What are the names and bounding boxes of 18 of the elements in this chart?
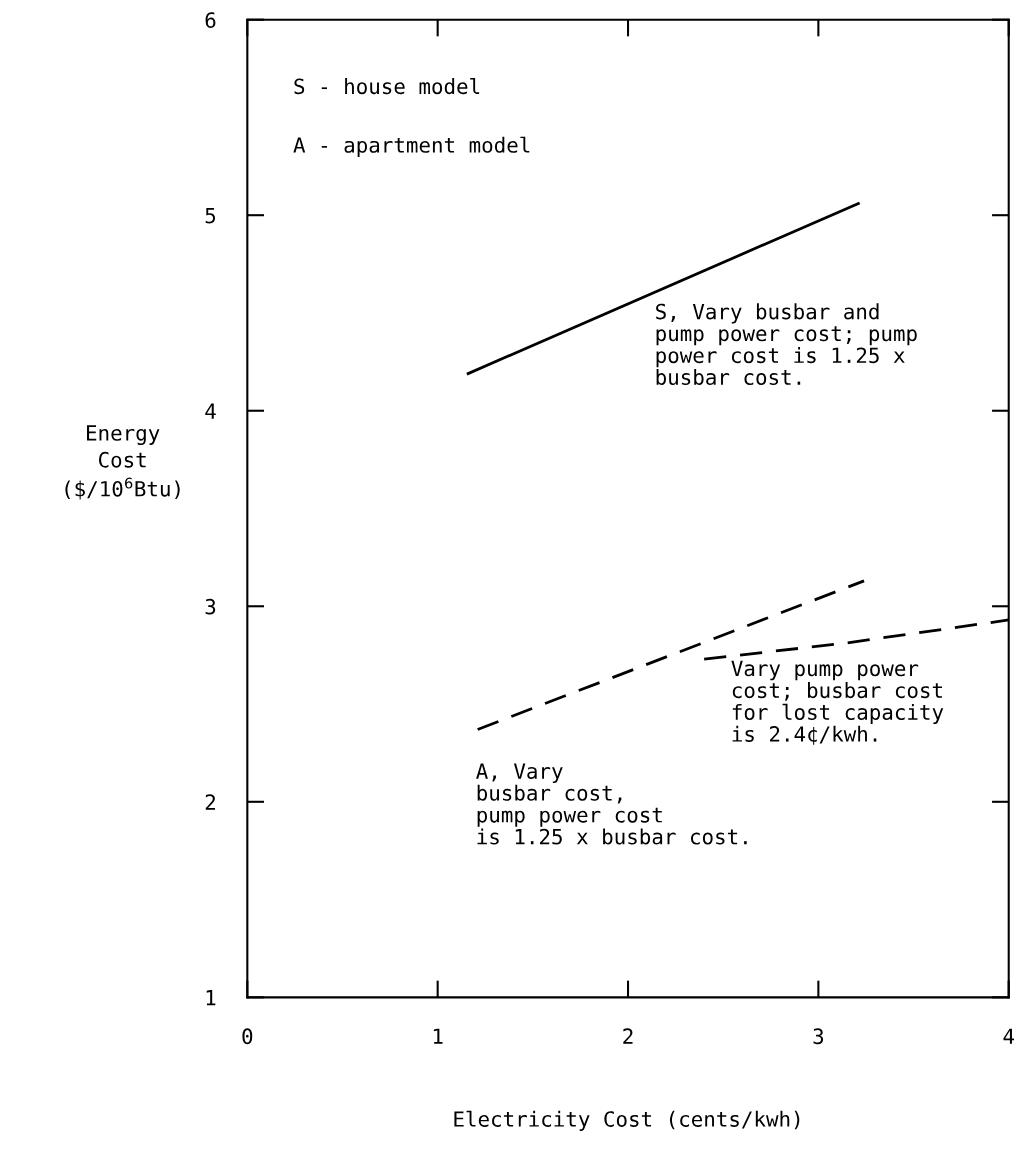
y-tick-label: 6 — [205, 12, 216, 28]
y-tick-label: 5 — [205, 207, 216, 224]
annotation: S, Vary busbar and pump power cost; pump power cost is 1.25 x busbar cost. — [656, 303, 917, 386]
x-tick-label: 4 — [1003, 1028, 1014, 1044]
x-tick-label: 2 — [623, 1028, 633, 1044]
y-tick-label: 4 — [205, 403, 216, 419]
annotation: Vary pump power cost; busbar cost for lost capacity is 2.4¢/kwh. — [731, 660, 944, 745]
x-tick-label: 1 — [433, 1028, 443, 1044]
y-tick-label: 3 — [205, 598, 216, 615]
annotation: S - house model — [294, 77, 480, 95]
x-tick-label: 0 — [242, 1028, 253, 1045]
y-tick-label: 2 — [205, 794, 215, 810]
x-axis-title: Electricity Cost (cents/kwh) — [454, 1110, 800, 1131]
annotation: A - apartment model — [293, 136, 530, 157]
y-tick-label: 1 — [206, 990, 216, 1006]
annotation: A, Vary busbar cost, pump power cost is 1.25 x busbar cost. — [476, 763, 747, 845]
y-axis-title: Energy Cost ($/10$^{6}$Btu) — [65, 425, 180, 500]
x-tick-label: 3 — [813, 1028, 824, 1045]
